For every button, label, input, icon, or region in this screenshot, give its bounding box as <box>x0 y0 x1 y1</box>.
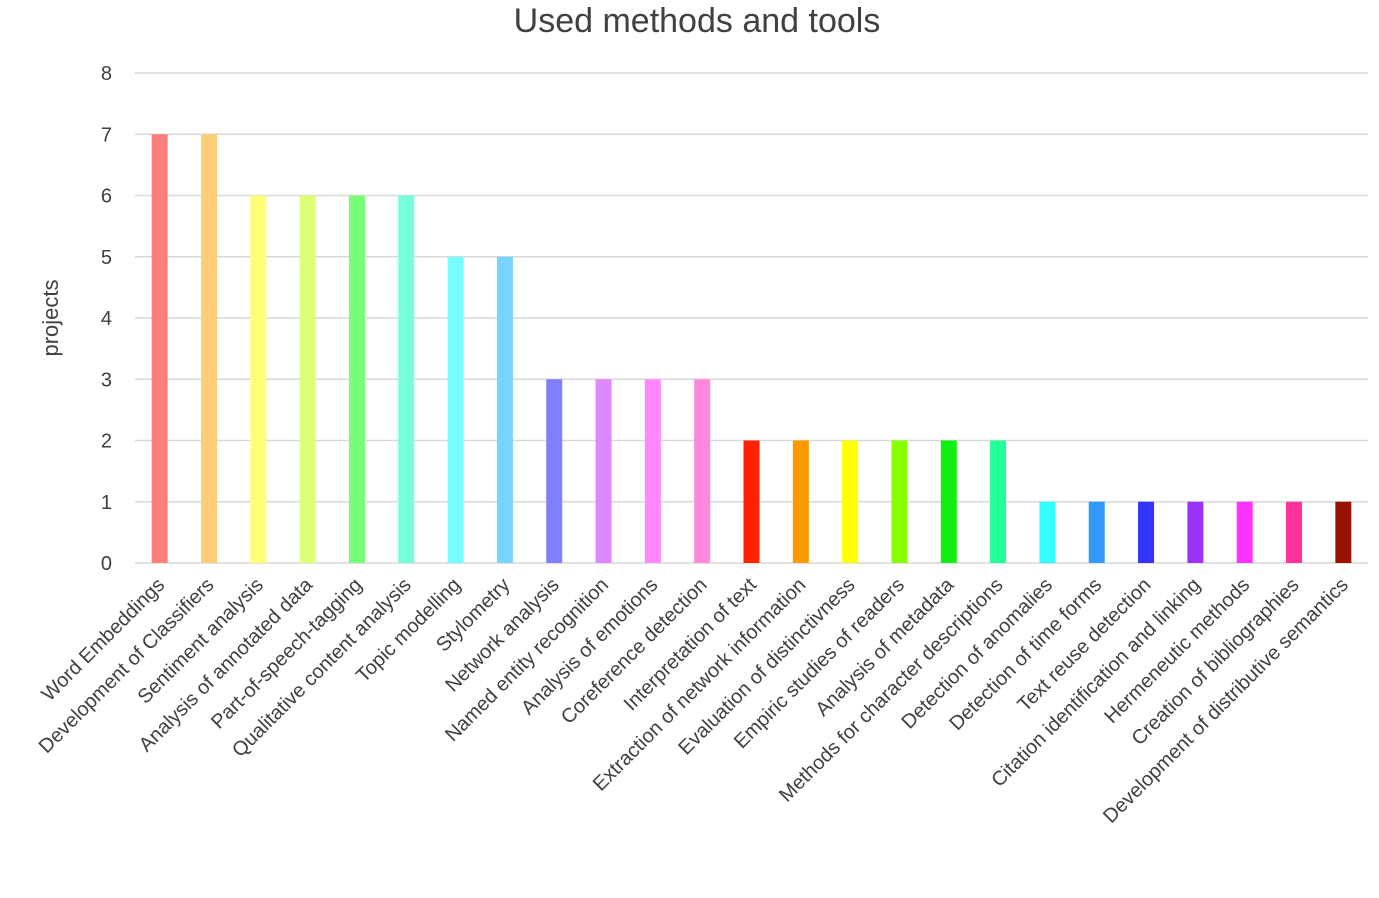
bar <box>546 379 563 563</box>
bar <box>398 195 415 563</box>
bar <box>447 256 464 563</box>
bar <box>1236 501 1253 563</box>
bar <box>595 379 612 563</box>
y-axis-ticks: 0 1 2 3 4 5 6 7 8 <box>101 63 112 575</box>
gridlines <box>135 72 1368 564</box>
bar <box>990 440 1007 563</box>
bar <box>151 134 168 563</box>
y-tick-label: 1 <box>101 492 112 514</box>
bar <box>940 440 957 563</box>
bar <box>1088 501 1105 563</box>
y-tick-label: 3 <box>101 369 112 391</box>
bar <box>1286 501 1303 563</box>
bars <box>151 134 1352 563</box>
bar <box>1335 501 1352 563</box>
bar <box>694 379 711 563</box>
bar <box>891 440 908 563</box>
chart-title: Used methods and tools <box>514 2 881 40</box>
y-tick-label: 0 <box>101 553 112 575</box>
bar <box>644 379 661 563</box>
y-tick-label: 8 <box>101 63 112 85</box>
bar <box>1187 501 1204 563</box>
y-tick-label: 4 <box>101 308 112 330</box>
bar <box>792 440 809 563</box>
bar <box>1138 501 1155 563</box>
bar <box>1039 501 1056 563</box>
y-tick-label: 2 <box>101 431 112 453</box>
bar <box>348 195 365 563</box>
bar <box>496 256 513 563</box>
bar <box>250 195 267 563</box>
y-axis-label: projects <box>38 279 63 356</box>
bar <box>842 440 859 563</box>
bar <box>743 440 760 563</box>
y-tick-label: 7 <box>101 124 112 146</box>
bar <box>299 195 316 563</box>
bar <box>200 134 217 563</box>
y-tick-label: 6 <box>101 186 112 208</box>
y-tick-label: 5 <box>101 247 112 269</box>
